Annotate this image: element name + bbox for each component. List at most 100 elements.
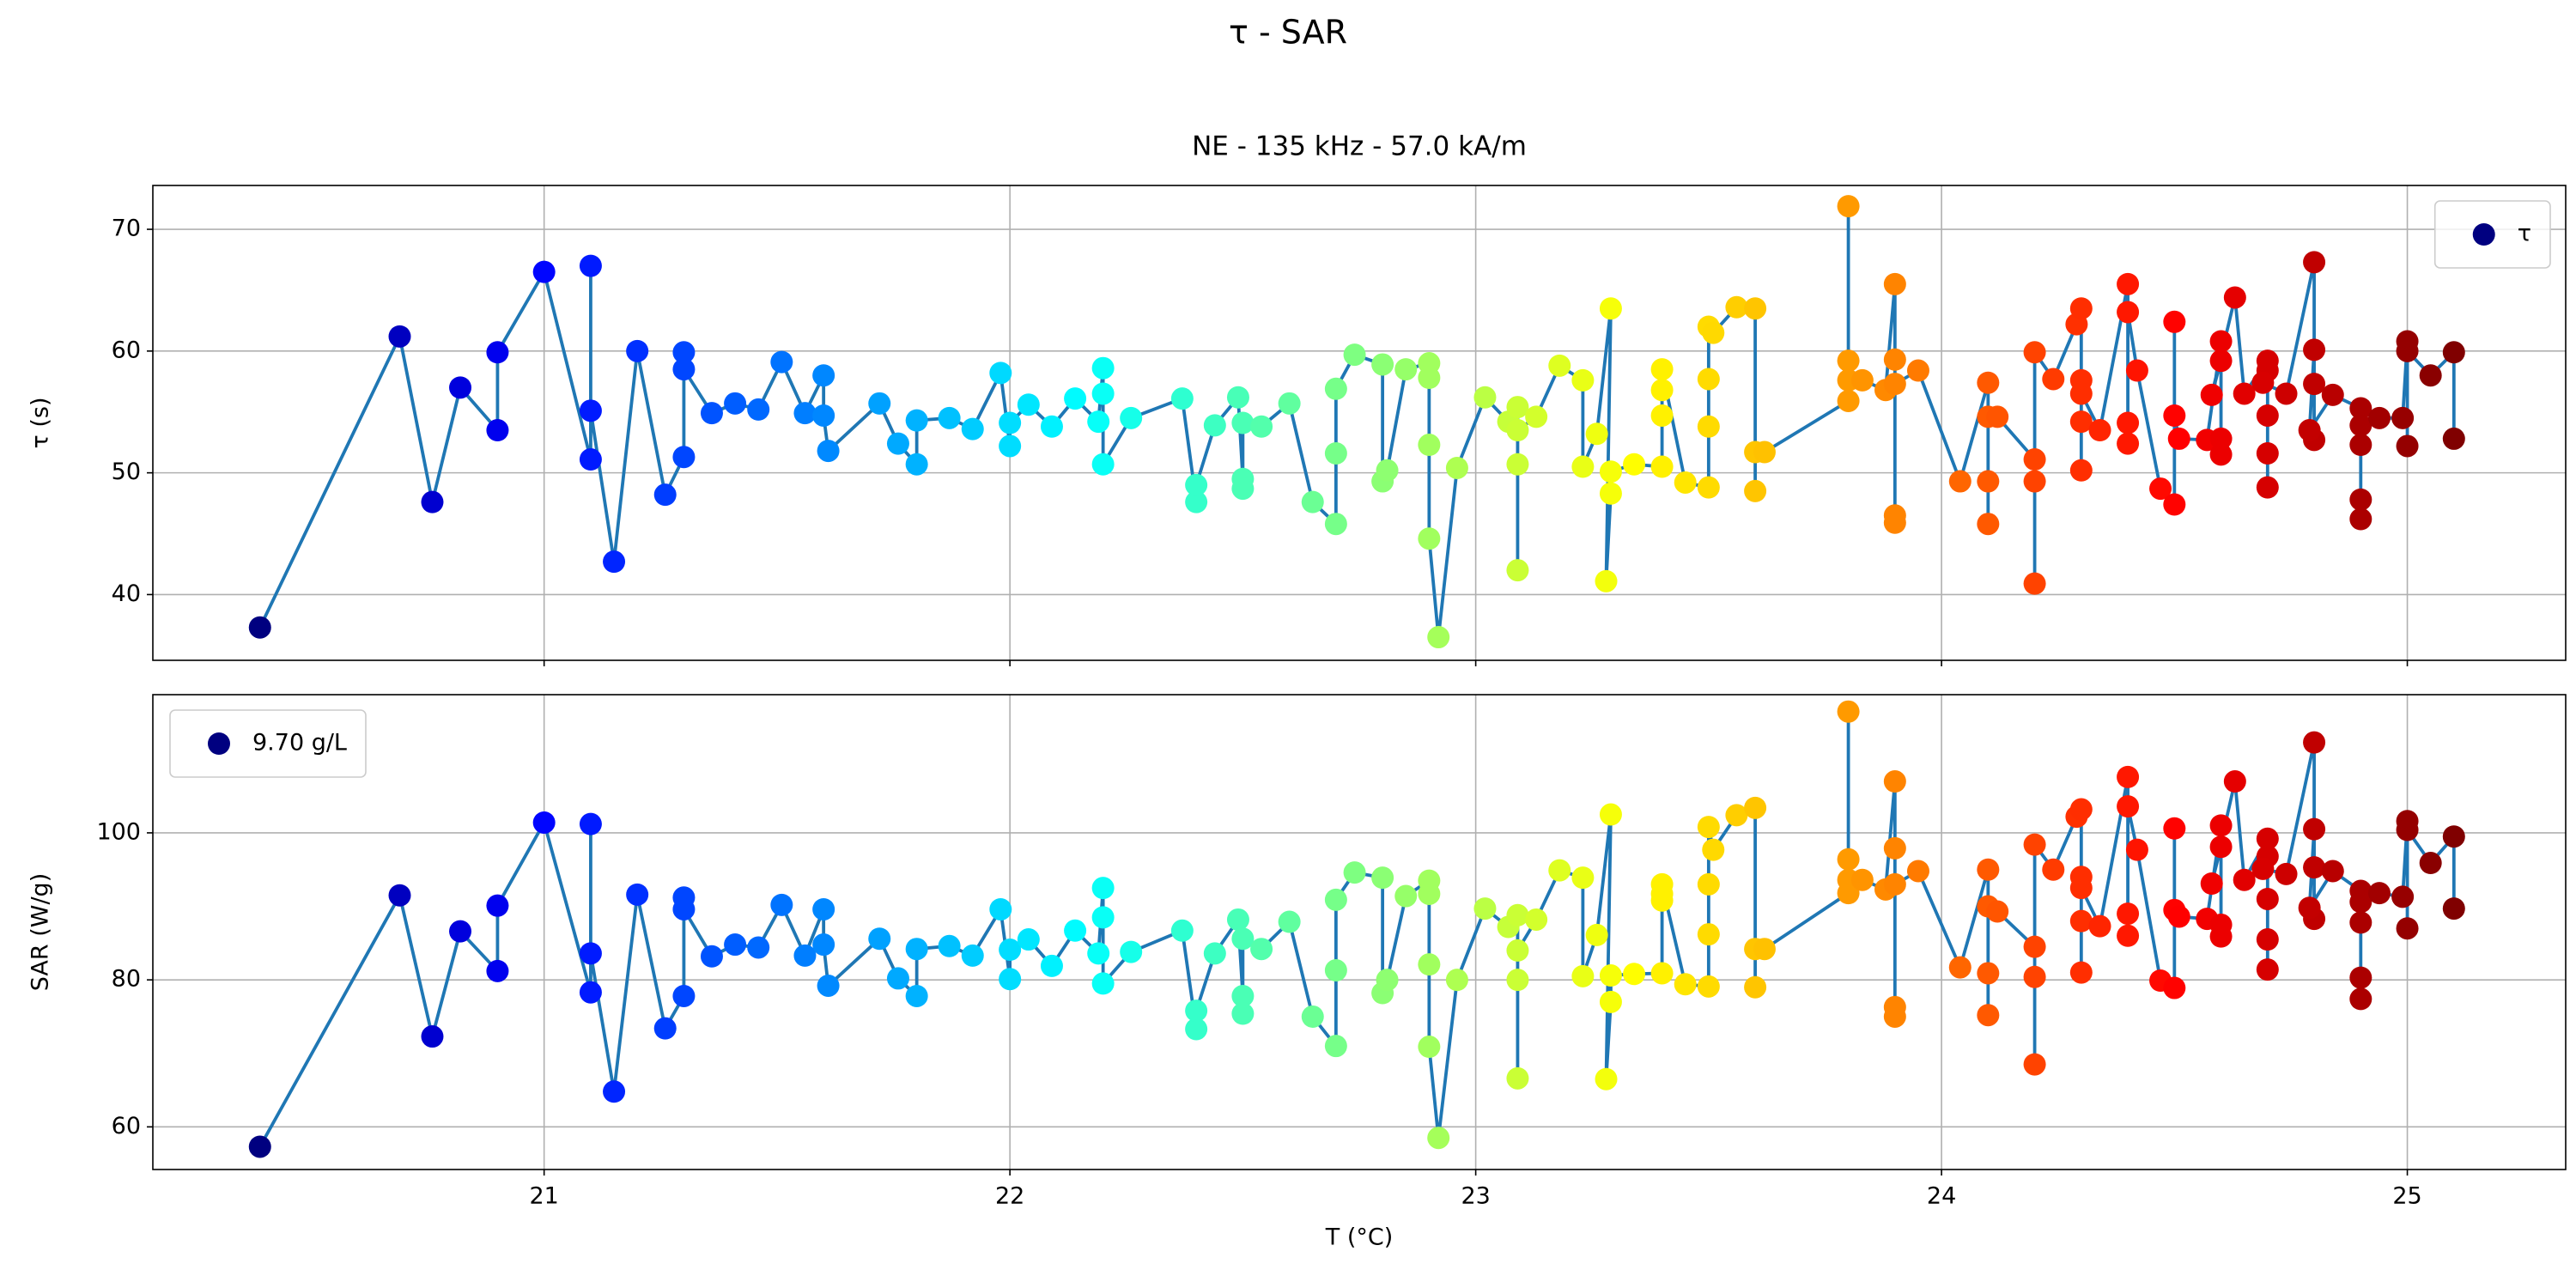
data-point xyxy=(1753,938,1776,961)
data-point xyxy=(1571,866,1595,890)
data-point xyxy=(579,399,602,422)
y-tick-label: 40 xyxy=(112,580,141,607)
data-point xyxy=(1883,373,1906,396)
data-point xyxy=(2069,297,2093,320)
data-point xyxy=(2256,404,2279,427)
x-tick-label: 24 xyxy=(1927,1183,1956,1210)
data-point xyxy=(1250,415,1273,438)
data-point xyxy=(1623,963,1646,986)
data-point xyxy=(1427,1127,1450,1150)
data-point xyxy=(626,883,649,906)
data-point xyxy=(999,968,1022,991)
data-point xyxy=(1324,959,1347,982)
data-point xyxy=(1883,511,1906,534)
data-point xyxy=(2321,860,2344,883)
data-point xyxy=(2117,411,2140,434)
data-point xyxy=(2256,827,2279,850)
data-point xyxy=(1064,919,1087,942)
data-point xyxy=(2303,817,2326,841)
data-point xyxy=(579,254,602,277)
data-point xyxy=(2303,251,2326,274)
data-point xyxy=(2069,909,2093,933)
data-point xyxy=(449,376,472,399)
data-point xyxy=(1977,858,2000,881)
data-point xyxy=(1064,387,1087,410)
data-point xyxy=(2023,935,2046,958)
data-point xyxy=(999,939,1022,962)
data-point xyxy=(672,897,696,920)
data-point xyxy=(2069,410,2093,434)
data-point xyxy=(1599,990,1622,1013)
data-point xyxy=(905,938,928,961)
data-point xyxy=(1226,908,1249,931)
data-point xyxy=(1697,975,1720,998)
data-point xyxy=(1977,513,2000,536)
data-point xyxy=(2349,488,2372,511)
data-point xyxy=(1599,297,1622,320)
data-point xyxy=(2023,965,2046,988)
data-point xyxy=(2023,341,2046,364)
data-point xyxy=(2149,477,2172,501)
data-point xyxy=(1418,1036,1441,1059)
data-point xyxy=(421,490,444,513)
data-point xyxy=(812,897,835,920)
data-point xyxy=(2275,382,2298,405)
data-point xyxy=(2303,856,2326,879)
data-point xyxy=(1473,897,1497,920)
data-point xyxy=(1506,969,1529,992)
data-point xyxy=(2233,868,2256,891)
data-point xyxy=(1427,626,1450,649)
data-point xyxy=(989,361,1012,385)
data-point xyxy=(2391,406,2415,429)
y-tick-label: 60 xyxy=(112,1113,141,1139)
data-point xyxy=(1906,860,1929,883)
data-point xyxy=(1324,513,1347,536)
data-point xyxy=(770,893,793,916)
data-point xyxy=(532,260,556,283)
data-point xyxy=(2163,404,2186,427)
data-point xyxy=(1120,940,1143,963)
data-point xyxy=(2117,795,2140,818)
data-point xyxy=(1506,559,1529,582)
data-point xyxy=(1948,956,1971,979)
data-point xyxy=(2200,383,2223,406)
data-point xyxy=(1091,453,1115,476)
data-point xyxy=(2419,364,2442,387)
data-point xyxy=(2209,913,2233,936)
data-point xyxy=(1697,368,1720,391)
figure-title: τ - SAR xyxy=(1229,14,1347,52)
data-point xyxy=(672,358,696,381)
data-point xyxy=(1040,415,1063,438)
data-point xyxy=(700,402,723,425)
data-point xyxy=(1231,477,1255,501)
data-point xyxy=(1548,859,1571,882)
data-point xyxy=(1185,1018,1208,1041)
data-point xyxy=(1017,393,1040,416)
legend-label: τ xyxy=(2518,221,2531,247)
data-point xyxy=(1231,927,1255,951)
data-point xyxy=(1343,343,1366,367)
data-point xyxy=(1674,471,1697,494)
data-point xyxy=(1650,379,1674,402)
data-point xyxy=(1231,1002,1255,1025)
data-point xyxy=(868,927,891,951)
data-point xyxy=(1376,459,1399,482)
data-point xyxy=(2256,928,2279,951)
data-point xyxy=(2419,852,2442,875)
data-point xyxy=(2163,493,2186,516)
data-point xyxy=(724,933,747,957)
data-point xyxy=(1445,456,1468,479)
data-point xyxy=(1324,377,1347,400)
data-point xyxy=(1585,923,1608,946)
data-point xyxy=(1301,490,1324,513)
data-point xyxy=(999,434,1022,458)
data-point xyxy=(1883,348,1906,371)
data-point xyxy=(1977,371,2000,394)
data-point xyxy=(2167,905,2190,928)
data-point xyxy=(1850,868,1874,891)
data-point xyxy=(2349,966,2372,989)
data-point xyxy=(1506,453,1529,476)
data-point xyxy=(2069,798,2093,821)
data-point xyxy=(2349,414,2372,437)
